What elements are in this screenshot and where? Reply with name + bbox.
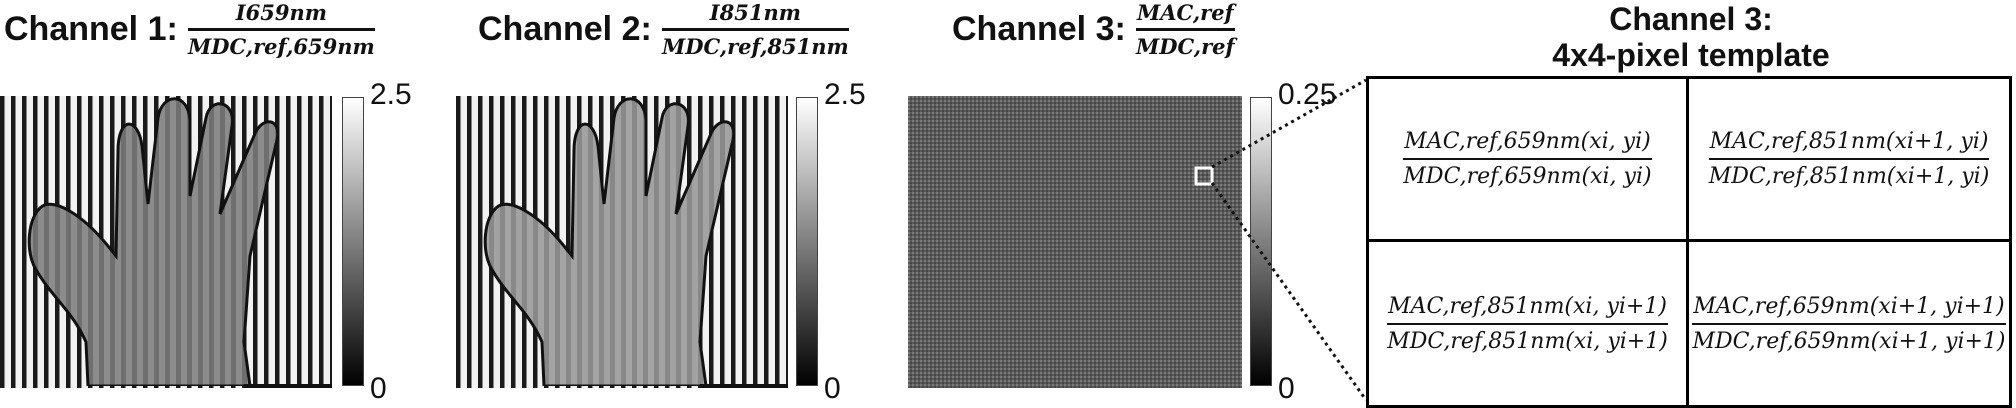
channel2-colorbar [796,97,818,386]
template-title-line2: 4x4-pixel template [1552,36,1830,73]
template-title-line1: Channel 3: [1609,1,1773,37]
cell-denominator: MDC,ref,659nm(xi+1, yi+1) [1692,328,2006,354]
channel3-colorbar-max: 0.25 [1278,78,1337,111]
channel3-colorbar [1250,97,1272,386]
channel2-hand-image [456,96,788,388]
template-cell-top-left: MAC,ref,659nm(xi, yi) MDC,ref,659nm(xi, … [1369,79,1689,242]
cell-numerator: MAC,ref,851nm(xi, yi+1) [1388,293,1667,319]
channel1-formula: I659nm MDC,ref,659nm [188,0,375,59]
cell-denominator: MDC,ref,659nm(xi, yi) [1403,164,1652,189]
cell-numerator: MAC,ref,659nm(xi, yi) [1404,129,1651,154]
channel2-colorbar-max: 2.5 [824,78,866,111]
channel1-colorbar [342,97,364,386]
cell-denominator: MDC,ref,851nm(xi+1, yi) [1708,164,1990,189]
fraction-bar [662,28,849,31]
channel1-denominator: MDC,ref,659nm [188,33,375,59]
channel3-label: Channel 3: [952,10,1126,48]
channel3-colorbar-min: 0 [1278,372,1295,405]
channel1-colorbar-min: 0 [370,372,387,405]
template-cell-bottom-right: MAC,ref,659nm(xi+1, yi+1) MDC,ref,659nm(… [1689,242,2009,405]
template-cell-formula: MAC,ref,851nm(xi, yi+1) MDC,ref,851nm(xi… [1387,294,1668,354]
template-title: Channel 3: 4x4-pixel template [1366,1,2016,74]
template-selection-box [1194,166,1214,186]
cell-numerator: MAC,ref,659nm(xi+1, yi+1) [1693,293,2005,319]
template-cell-formula: MAC,ref,659nm(xi+1, yi+1) MDC,ref,659nm(… [1692,293,2006,354]
channel1-colorbar-max: 2.5 [370,78,412,111]
fraction-bar [1708,158,1990,160]
fraction-bar [1692,322,2006,325]
channel1-hand-image [0,96,332,388]
cell-denominator: MDC,ref,851nm(xi, yi+1) [1387,328,1668,354]
channel3-denominator: MDC,ref [1136,33,1235,59]
channel3-texture-image [908,96,1242,388]
channel1-numerator: I659nm [235,0,327,25]
fraction-bar [188,28,375,31]
channel2-label: Channel 2: [478,10,652,48]
channel2-colorbar-min: 0 [824,372,841,405]
fraction-bar [1403,158,1652,160]
channel2-formula: I851nm MDC,ref,851nm [662,0,849,59]
channel2-denominator: MDC,ref,851nm [662,33,849,59]
channel2-numerator: I851nm [709,0,801,25]
fraction-bar [1136,28,1235,31]
template-cell-formula: MAC,ref,659nm(xi, yi) MDC,ref,659nm(xi, … [1403,129,1652,189]
template-cell-top-right: MAC,ref,851nm(xi+1, yi) MDC,ref,851nm(xi… [1689,79,2009,242]
template-cell-formula: MAC,ref,851nm(xi+1, yi) MDC,ref,851nm(xi… [1708,129,1990,189]
fraction-bar [1387,322,1668,325]
template-cell-bottom-left: MAC,ref,851nm(xi, yi+1) MDC,ref,851nm(xi… [1369,242,1689,405]
pixel-template-grid: MAC,ref,659nm(xi, yi) MDC,ref,659nm(xi, … [1366,76,2012,408]
cell-numerator: MAC,ref,851nm(xi+1, yi) [1709,129,1989,154]
channel3-formula: MAC,ref MDC,ref [1136,0,1235,59]
channel1-label: Channel 1: [4,10,178,48]
channel3-numerator: MAC,ref [1136,0,1234,25]
